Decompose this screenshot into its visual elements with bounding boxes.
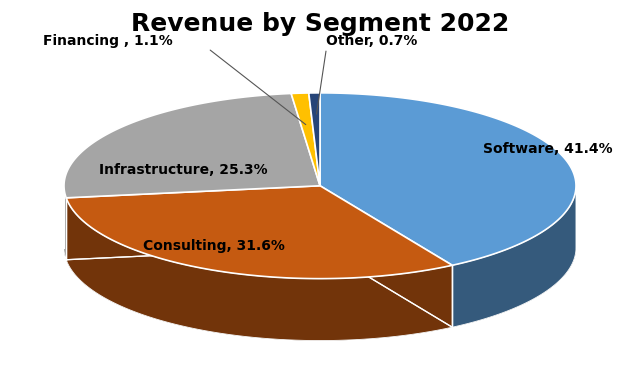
Polygon shape bbox=[64, 94, 320, 198]
Text: Financing , 1.1%: Financing , 1.1% bbox=[43, 34, 173, 48]
Text: Infrastructure, 25.3%: Infrastructure, 25.3% bbox=[99, 163, 268, 177]
Polygon shape bbox=[66, 198, 452, 341]
Polygon shape bbox=[64, 186, 66, 260]
Polygon shape bbox=[291, 93, 320, 186]
Text: Revenue by Segment 2022: Revenue by Segment 2022 bbox=[131, 12, 509, 36]
Polygon shape bbox=[320, 93, 576, 265]
Text: Software, 41.4%: Software, 41.4% bbox=[483, 142, 613, 156]
Polygon shape bbox=[308, 93, 320, 186]
Text: Other, 0.7%: Other, 0.7% bbox=[326, 34, 418, 48]
Polygon shape bbox=[66, 186, 452, 279]
Polygon shape bbox=[64, 186, 576, 341]
Polygon shape bbox=[452, 186, 576, 327]
Text: Consulting, 31.6%: Consulting, 31.6% bbox=[143, 239, 285, 253]
